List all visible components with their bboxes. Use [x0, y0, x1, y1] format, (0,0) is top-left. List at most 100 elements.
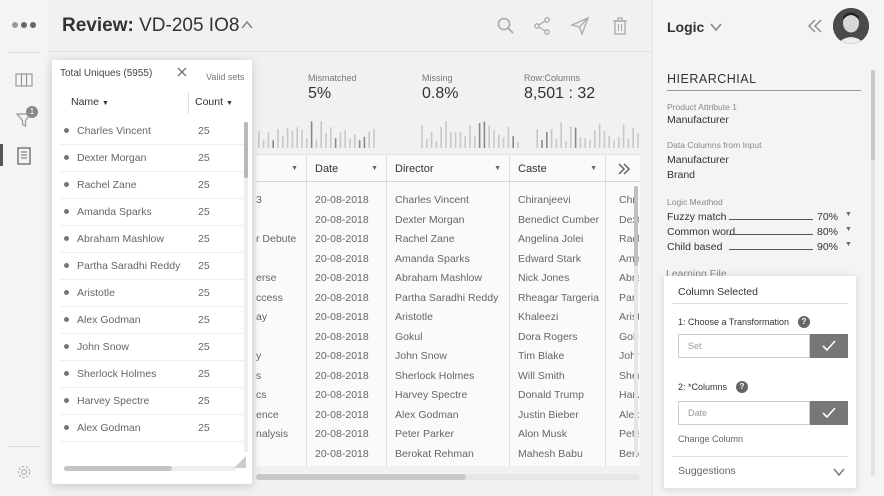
uniques-horizontal-scrollbar[interactable] [64, 466, 236, 471]
cell-director[interactable]: Alex Godman [395, 408, 459, 421]
cell-director[interactable]: Sherlock Holmes [395, 369, 475, 382]
uniques-list-item[interactable]: Charles Vincent 25 [60, 118, 244, 145]
cell-title[interactable]: nalysis [256, 428, 289, 440]
sort-caret-icon[interactable]: ▼ [494, 165, 501, 172]
cell-caste[interactable]: Mahesh Babu [518, 447, 583, 460]
columns-icon[interactable] [14, 70, 34, 90]
document-icon[interactable] [14, 146, 34, 166]
column-header-more[interactable] [605, 156, 640, 182]
columns-input[interactable]: Date [678, 401, 810, 425]
cell-date[interactable]: 20-08-2018 [315, 408, 369, 421]
cell-caste[interactable]: Alon Musk [518, 428, 568, 440]
uniques-vertical-scrollbar[interactable] [244, 122, 248, 452]
cell-date[interactable]: 20-08-2018 [315, 369, 369, 382]
settings-icon[interactable] [16, 464, 32, 480]
share-icon[interactable] [532, 16, 552, 36]
grid-vertical-scrollbar[interactable] [634, 186, 638, 456]
cell-caste[interactable]: Justin Bieber [518, 408, 579, 421]
uniques-list-item[interactable]: Alex Godman 25 [60, 415, 244, 442]
cell-date[interactable]: 20-08-2018 [315, 252, 369, 265]
method-dropdown-caret-icon[interactable]: ▼ [845, 226, 852, 233]
cell-date[interactable]: 20-08-2018 [315, 350, 369, 362]
cell-title[interactable]: r Debute [256, 233, 297, 245]
cell-director[interactable]: Aristotle [395, 311, 433, 323]
cell-director[interactable]: Rachel Zane [395, 233, 455, 245]
transformation-input[interactable]: Set [678, 334, 810, 358]
cell-caste[interactable]: Nick Jones [518, 272, 570, 284]
sort-caret-icon[interactable]: ▼ [101, 100, 109, 107]
cell-caste[interactable]: Rheagar Targeria [518, 291, 599, 304]
help-icon[interactable]: ? [798, 316, 810, 328]
close-icon[interactable] [176, 66, 188, 78]
cell-director[interactable]: Peter Parker [395, 428, 454, 440]
uniques-list-item[interactable]: Abraham Mashlow 25 [60, 226, 244, 253]
uniques-name-header[interactable]: Name ▼ [71, 96, 109, 108]
cell-director[interactable]: Amanda Sparks [395, 252, 470, 265]
cell-caste[interactable]: Angelina Jolei [518, 233, 584, 245]
cell-date[interactable]: 20-08-2018 [315, 194, 369, 206]
search-icon[interactable] [496, 16, 516, 36]
cell-title[interactable]: ay [256, 311, 268, 323]
method-child-based[interactable]: Child based 90% ▼ [667, 241, 857, 255]
sort-caret-icon[interactable]: ▼ [590, 165, 597, 172]
cell-caste[interactable]: Khaleezi [518, 311, 559, 323]
logo-dots-icon[interactable] [12, 22, 36, 28]
cell-title[interactable]: s [256, 369, 262, 382]
cell-more[interactable]: Chri [619, 194, 639, 206]
panel-scrollbar[interactable] [871, 70, 875, 476]
cell-director[interactable]: Abraham Mashlow [395, 272, 482, 284]
suggestions-toggle[interactable]: Suggestions [678, 465, 736, 477]
cell-director[interactable]: Harvey Spectre [395, 389, 468, 401]
cell-date[interactable]: 20-08-2018 [315, 330, 369, 343]
cell-director[interactable]: Gokul [395, 330, 423, 343]
cell-date[interactable]: 20-08-2018 [315, 428, 369, 440]
uniques-hscroll-thumb[interactable] [64, 466, 172, 471]
cell-director[interactable]: Partha Saradhi Reddy [395, 291, 499, 304]
cell-caste[interactable]: Donald Trump [518, 389, 584, 401]
cell-title[interactable]: 3 [256, 194, 262, 206]
column-header-director[interactable]: Director ▼ [386, 156, 509, 182]
cell-caste[interactable]: Tim Blake [518, 350, 565, 362]
cell-director[interactable]: Berokat Rehman [395, 447, 474, 460]
cell-caste[interactable]: Benedict Cumber [518, 213, 600, 226]
cell-title[interactable]: ence [256, 408, 279, 421]
cell-title[interactable]: erse [256, 272, 277, 284]
uniques-list-item[interactable]: John Snow 25 [60, 334, 244, 361]
change-column-link[interactable]: Change Column [678, 434, 744, 444]
avatar[interactable] [833, 8, 869, 44]
cell-title[interactable]: y [256, 350, 262, 362]
uniques-list-item[interactable]: Sherlock Holmes 25 [60, 361, 244, 388]
uniques-count-header[interactable]: Count ▼ [195, 96, 233, 108]
sort-caret-icon[interactable]: ▼ [225, 100, 233, 107]
chevron-down-icon[interactable] [709, 20, 723, 34]
column-header-caste[interactable]: Caste ▼ [509, 156, 605, 182]
uniques-list-item[interactable]: Rachel Zane 25 [60, 172, 244, 199]
cell-director[interactable]: Charles Vincent [395, 194, 469, 206]
confirm-columns-button[interactable] [810, 401, 848, 425]
panel-scroll-thumb[interactable] [871, 70, 875, 160]
cell-date[interactable]: 20-08-2018 [315, 272, 369, 284]
column-header-date[interactable]: Date ▼ [306, 156, 386, 182]
send-icon[interactable] [570, 16, 590, 36]
trash-icon[interactable] [610, 16, 630, 36]
cell-date[interactable]: 20-08-2018 [315, 389, 369, 401]
chevron-up-icon[interactable] [240, 18, 254, 32]
column-header-0[interactable]: ▼ [256, 156, 306, 182]
method-common-word[interactable]: Common word 80% ▼ [667, 226, 857, 240]
grid-horizontal-scroll-thumb[interactable] [256, 474, 466, 480]
uniques-list-item[interactable]: Partha Saradhi Reddy 25 [60, 253, 244, 280]
cell-caste[interactable]: Dora Rogers [518, 330, 578, 343]
double-chevron-left-icon[interactable] [807, 18, 823, 34]
cell-title[interactable]: cs [256, 389, 267, 401]
method-dropdown-caret-icon[interactable]: ▼ [845, 241, 852, 248]
double-chevron-right-icon[interactable] [617, 163, 631, 175]
chevron-down-icon[interactable] [832, 466, 846, 478]
cell-director[interactable]: John Snow [395, 350, 447, 362]
confirm-transformation-button[interactable] [810, 334, 848, 358]
method-fuzzy-match[interactable]: Fuzzy match 70% ▼ [667, 211, 857, 225]
cell-date[interactable]: 20-08-2018 [315, 213, 369, 226]
cell-caste[interactable]: Edward Stark [518, 252, 582, 265]
cell-caste[interactable]: Will Smith [518, 369, 565, 382]
grid-vertical-scroll-thumb[interactable] [634, 186, 638, 266]
sort-caret-icon[interactable]: ▼ [371, 165, 378, 172]
